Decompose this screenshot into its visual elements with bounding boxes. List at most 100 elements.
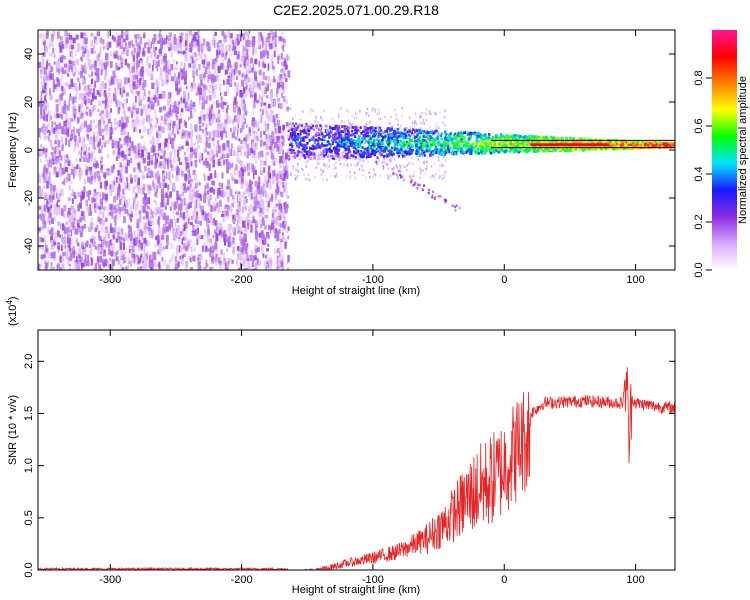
spectrogram-noise-cell xyxy=(49,75,52,79)
spectrogram-noise-cell xyxy=(177,191,180,199)
spectrogram-noise-cell xyxy=(250,163,254,170)
spectrogram-noise-cell xyxy=(270,109,274,116)
spectrogram-noise-cell xyxy=(258,41,260,48)
spectrogram-noise-cell xyxy=(111,212,114,219)
spectrogram-noise-cell xyxy=(57,139,61,148)
spectrogram-noise-cell xyxy=(101,220,105,226)
spectrogram-noise-cell xyxy=(240,147,242,154)
spectrogram-noise-cell xyxy=(132,246,135,251)
spectrogram-noise-cell xyxy=(71,54,74,59)
spectrogram-noise-cell xyxy=(227,31,231,37)
spectrogram-noise-cell xyxy=(77,223,80,230)
spectrogram-noise-cell xyxy=(236,195,239,203)
spectrogram-noise-cell xyxy=(127,106,131,112)
spectrogram-noise-cell xyxy=(68,238,72,246)
spectrogram-noise-cell xyxy=(167,92,171,100)
spectrogram-noise-cell xyxy=(281,44,283,50)
spectrogram-noise-cell xyxy=(135,254,139,259)
spectrogram-noise-cell xyxy=(190,248,193,256)
spectrogram-noise-cell xyxy=(223,79,225,85)
spectrogram-noise-cell xyxy=(85,199,88,207)
spectrogram-noise-cell xyxy=(200,220,202,226)
spectrogram-noise-cell xyxy=(248,88,251,93)
spectrogram-noise-cell xyxy=(243,138,247,142)
spectrogram-noise-cell xyxy=(94,188,97,193)
spectrogram-noise-cell xyxy=(234,39,238,47)
spectrogram-noise-cell xyxy=(173,203,176,211)
spectrogram-noise-cell xyxy=(265,255,267,259)
spectrogram-noise-cell xyxy=(80,195,83,202)
spectrogram-noise-cell xyxy=(40,111,43,119)
spectrogram-noise-cell xyxy=(167,194,171,199)
spectrogram-noise-cell xyxy=(59,255,62,263)
spectrogram-noise-cell xyxy=(242,192,245,199)
spectrogram-noise-cell xyxy=(161,234,165,240)
spectrogram-sparse-cell xyxy=(301,110,304,113)
spectrogram-noise-cell xyxy=(107,264,111,269)
spectrogram-noise-cell xyxy=(280,68,284,73)
spectrogram-noise-cell xyxy=(112,70,116,79)
spectrogram-sparse-cell xyxy=(363,169,365,172)
spectrogram-noise-cell xyxy=(181,129,185,136)
spectrogram-noise-cell xyxy=(206,220,209,227)
spectrogram-noise-cell xyxy=(282,139,285,146)
spectrogram-noise-cell xyxy=(212,63,216,70)
spectrogram-noise-cell xyxy=(96,260,99,265)
spectrogram-noise-cell xyxy=(79,202,82,209)
spectrogram-noise-cell xyxy=(163,55,167,62)
spectrogram-noise-cell xyxy=(64,237,67,242)
spectrogram-noise-cell xyxy=(142,216,146,220)
spectrogram-noise-cell xyxy=(276,255,279,263)
spectrogram-noise-cell xyxy=(268,225,272,230)
spectrogram-noise-cell xyxy=(246,163,249,172)
spectrogram-noise-cell xyxy=(237,230,241,234)
spectrogram-noise-cell xyxy=(193,186,196,191)
spectrogram-noise-cell xyxy=(281,149,284,158)
spectrogram-noise-cell xyxy=(196,39,199,46)
spectrogram-noise-cell xyxy=(180,198,183,207)
spectrogram-noise-cell xyxy=(75,91,78,99)
spectrogram-noise-cell xyxy=(242,220,246,228)
spectrogram-signal-cell xyxy=(414,129,417,132)
spectrogram-noise-cell xyxy=(258,60,261,67)
spectrogram-noise-cell xyxy=(158,182,162,189)
spectrogram-noise-cell xyxy=(63,154,66,163)
spectrogram-noise-cell xyxy=(46,201,49,209)
spectrogram-noise-cell xyxy=(139,129,142,133)
spectrogram-noise-cell xyxy=(103,172,107,178)
spectrogram-noise-cell xyxy=(152,180,154,188)
spectrogram-noise-cell xyxy=(121,189,125,195)
spectrogram-sparse-cell xyxy=(323,109,325,113)
spectrogram-noise-cell xyxy=(186,162,190,169)
spectrogram-noise-cell xyxy=(172,59,176,63)
spectrogram-noise-cell xyxy=(205,58,208,63)
spectrogram-noise-cell xyxy=(46,199,49,204)
spectrogram-noise-cell xyxy=(209,173,213,180)
spectrogram-noise-cell xyxy=(243,142,247,146)
spectrogram-noise-cell xyxy=(92,59,95,65)
spectrogram-sparse-cell xyxy=(350,163,352,167)
spectrogram-noise-cell xyxy=(77,43,80,48)
spectrogram-noise-cell xyxy=(228,83,233,87)
spectrogram-noise-cell xyxy=(226,86,229,94)
spectrogram-noise-cell xyxy=(285,152,289,160)
spectrogram-noise-cell xyxy=(49,139,52,147)
spectrogram-noise-cell xyxy=(109,189,113,196)
spectrogram-signal-cell xyxy=(517,141,520,144)
spectrogram-noise-cell xyxy=(108,249,111,255)
spectrogram-noise-cell xyxy=(85,169,88,176)
spectrogram-noise-cell xyxy=(161,256,164,262)
spectrogram-noise-cell xyxy=(63,128,66,135)
spectrogram-noise-cell xyxy=(58,42,61,47)
spectrogram-sparse-cell xyxy=(328,123,331,127)
spectrogram-noise-cell xyxy=(103,236,107,245)
spectrogram-noise-cell xyxy=(76,139,79,148)
spectrogram-noise-cell xyxy=(236,156,240,163)
spectrogram-tail-cell xyxy=(433,197,436,200)
spectrogram-noise-cell xyxy=(228,226,232,233)
spectrogram-noise-cell xyxy=(246,147,249,151)
spectrogram-sparse-cell xyxy=(378,117,380,121)
spectrogram-sparse-cell xyxy=(431,174,433,177)
spectrogram-noise-cell xyxy=(258,119,261,123)
